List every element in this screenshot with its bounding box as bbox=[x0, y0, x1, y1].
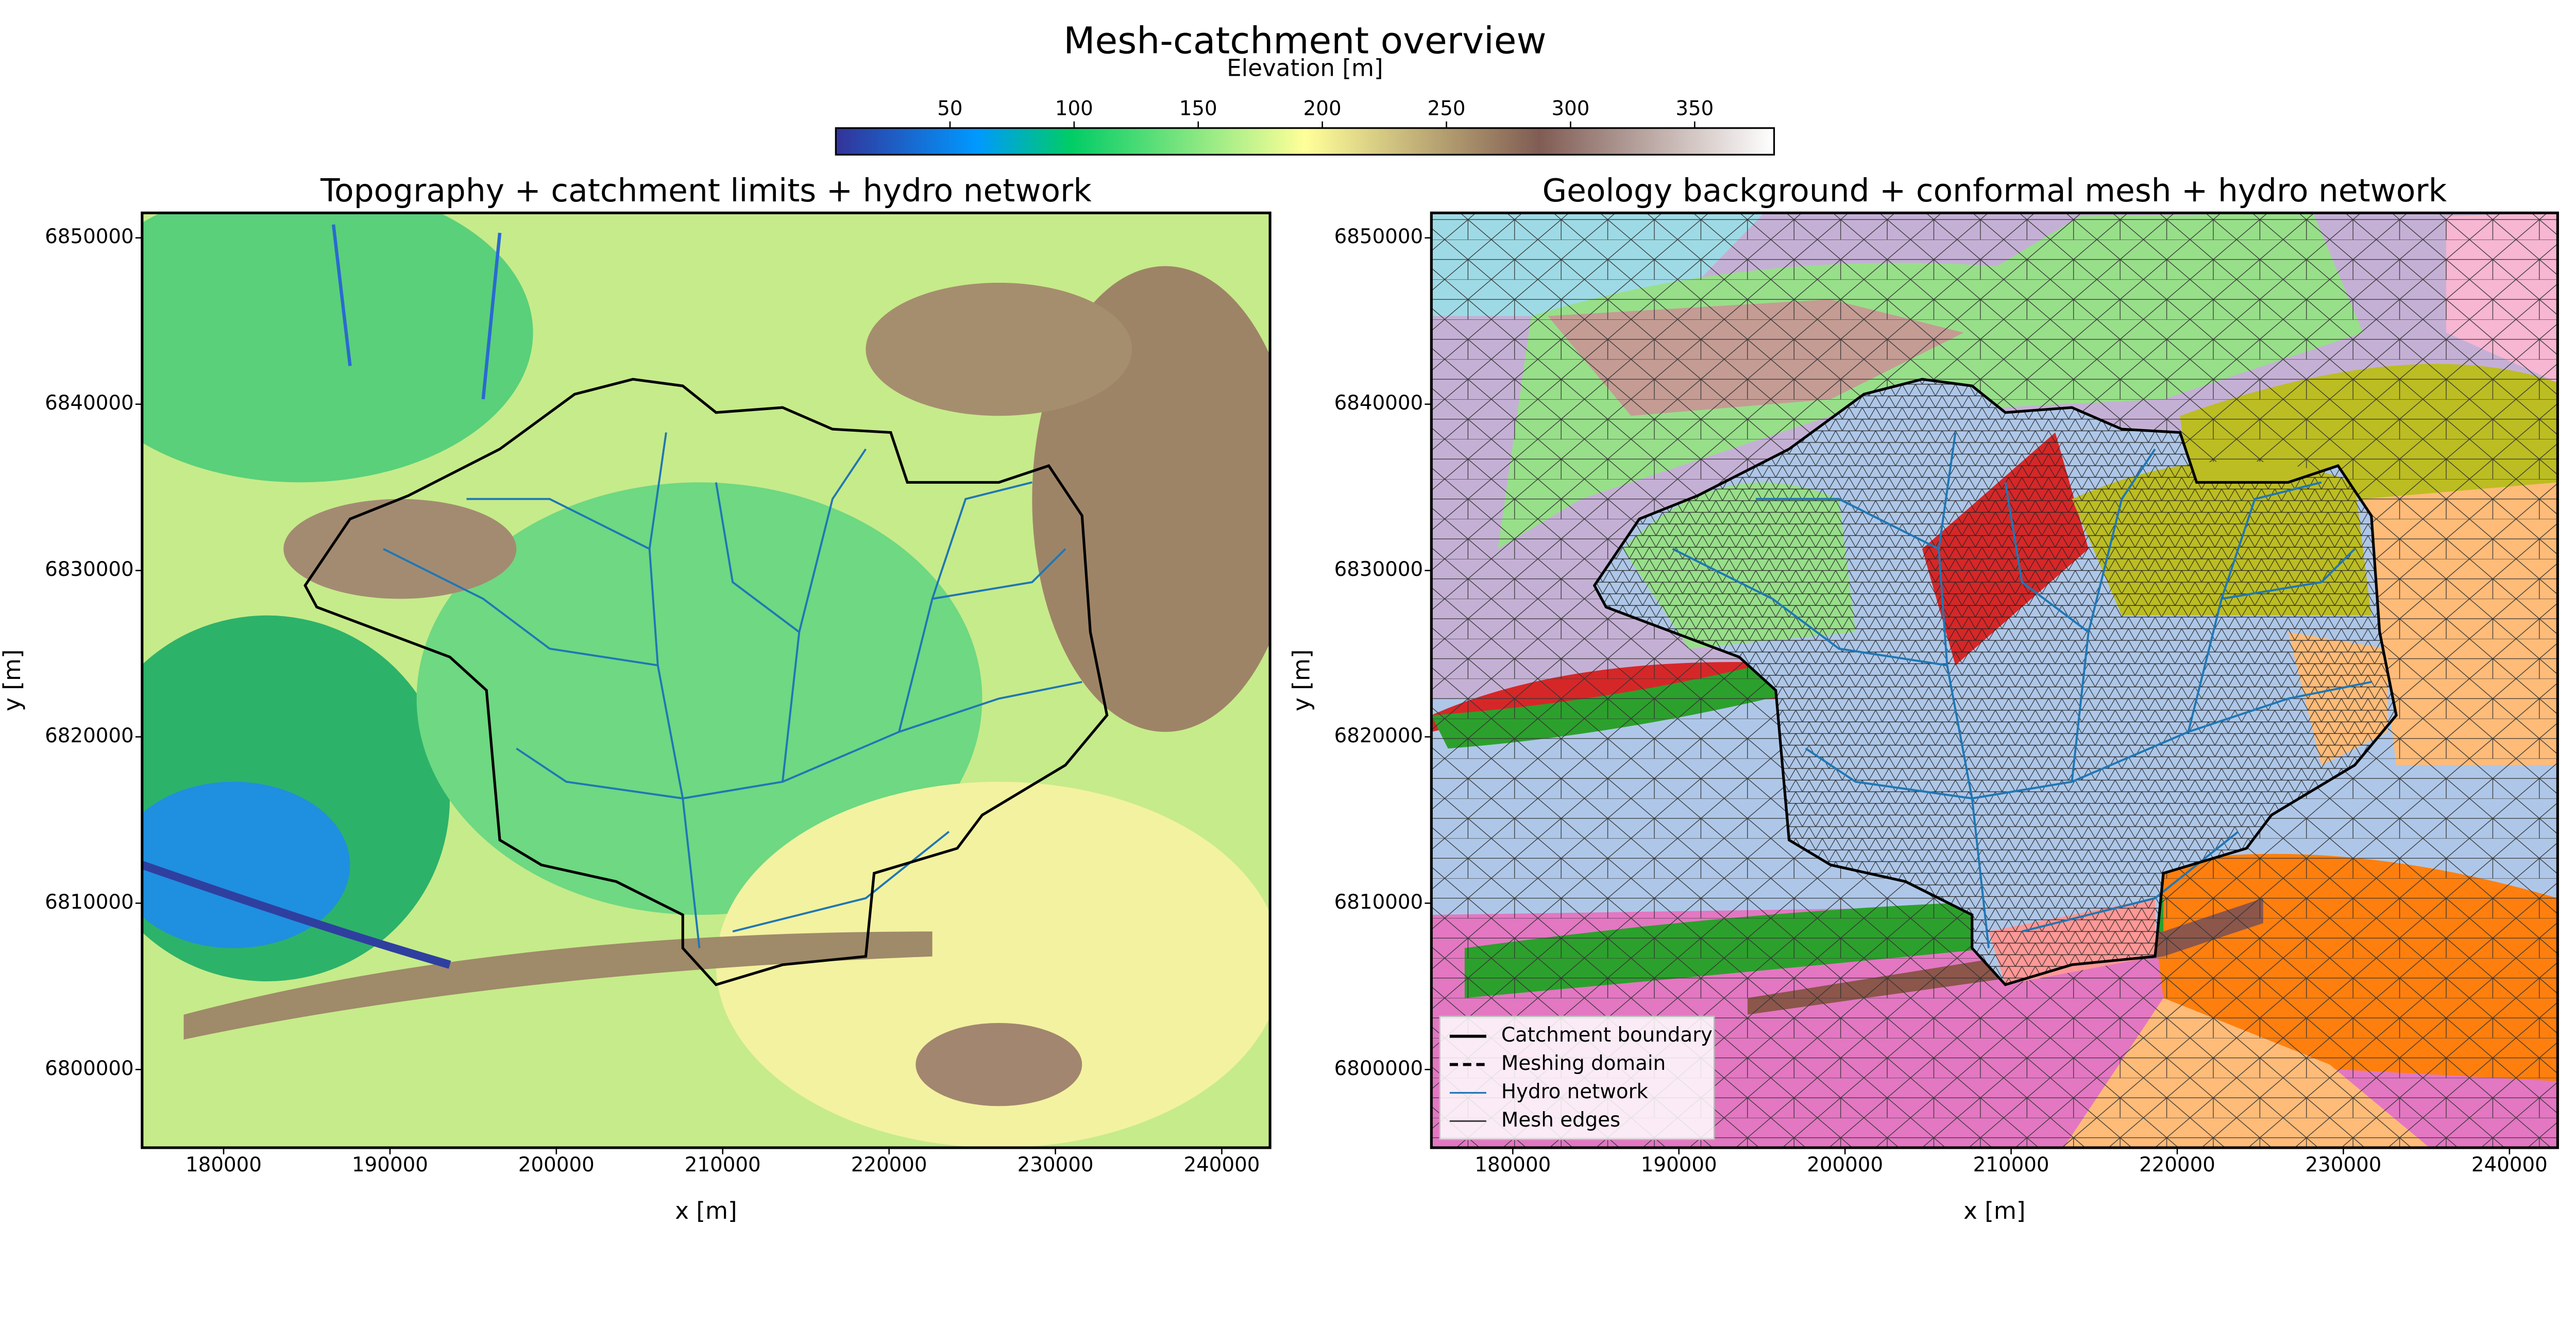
x-tick-label: 210000 bbox=[1973, 1153, 2049, 1177]
x-tick-label: 180000 bbox=[1475, 1153, 1551, 1177]
x-tick-label: 230000 bbox=[1018, 1153, 1094, 1177]
y-tick-label: 6850000 bbox=[45, 225, 134, 248]
y-tick-label: 6840000 bbox=[1334, 391, 1423, 415]
geology bbox=[1431, 213, 2558, 1148]
x-tick-label: 230000 bbox=[2306, 1153, 2382, 1177]
colorbar bbox=[835, 127, 1775, 156]
y-tick-label: 6800000 bbox=[1334, 1057, 1423, 1080]
y-tick-label: 6850000 bbox=[1334, 225, 1423, 248]
y-axis-label: y [m] bbox=[0, 649, 26, 711]
y-tick-label: 6830000 bbox=[45, 558, 134, 581]
axes-frame bbox=[1430, 211, 2559, 1149]
x-tick-label: 200000 bbox=[1807, 1153, 1883, 1177]
y-axis-label: y [m] bbox=[1288, 649, 1315, 711]
panel-title: Geology background + conformal mesh + hy… bbox=[1543, 173, 2447, 209]
y-tick-label: 6810000 bbox=[1334, 891, 1423, 914]
colorbar-tick-label: 250 bbox=[1428, 97, 1466, 121]
x-axis-label: x [m] bbox=[1963, 1197, 2025, 1224]
y-tick-label: 6830000 bbox=[1334, 558, 1423, 581]
legend-label: Mesh edges bbox=[1501, 1109, 1620, 1132]
legend-label: Meshing domain bbox=[1501, 1052, 1666, 1075]
x-tick-label: 240000 bbox=[2471, 1153, 2548, 1177]
colorbar-label: Elevation [m] bbox=[1227, 55, 1383, 82]
colorbar-tick-label: 350 bbox=[1675, 97, 1714, 121]
y-tick-label: 6820000 bbox=[45, 724, 134, 747]
y-tick-label: 6840000 bbox=[45, 391, 134, 415]
axes-frame bbox=[141, 211, 1272, 1149]
colorbar-tick-label: 300 bbox=[1551, 97, 1589, 121]
x-tick-label: 240000 bbox=[1184, 1153, 1260, 1177]
x-axis-label: x [m] bbox=[675, 1197, 737, 1224]
y-tick-label: 6820000 bbox=[1334, 724, 1423, 747]
colorbar-tick-label: 50 bbox=[937, 97, 962, 121]
y-tick-label: 6800000 bbox=[45, 1057, 134, 1080]
x-tick-label: 180000 bbox=[185, 1153, 262, 1177]
x-tick-label: 210000 bbox=[685, 1153, 761, 1177]
topography bbox=[142, 213, 1270, 1148]
x-tick-label: 190000 bbox=[1641, 1153, 1717, 1177]
panel-title: Topography + catchment limits + hydro ne… bbox=[320, 173, 1092, 209]
x-tick-label: 190000 bbox=[352, 1153, 428, 1177]
figure-title: Mesh-catchment overview bbox=[1063, 19, 1546, 62]
legend-label: Catchment boundary bbox=[1501, 1024, 1713, 1047]
x-tick-label: 220000 bbox=[2139, 1153, 2215, 1177]
legend-label: Hydro network bbox=[1501, 1080, 1649, 1103]
y-tick-label: 6810000 bbox=[45, 891, 134, 914]
colorbar-tick-label: 150 bbox=[1179, 97, 1217, 121]
x-tick-label: 200000 bbox=[518, 1153, 595, 1177]
colorbar-tick-label: 100 bbox=[1055, 97, 1093, 121]
x-tick-label: 220000 bbox=[851, 1153, 927, 1177]
colorbar-tick-label: 200 bbox=[1303, 97, 1342, 121]
